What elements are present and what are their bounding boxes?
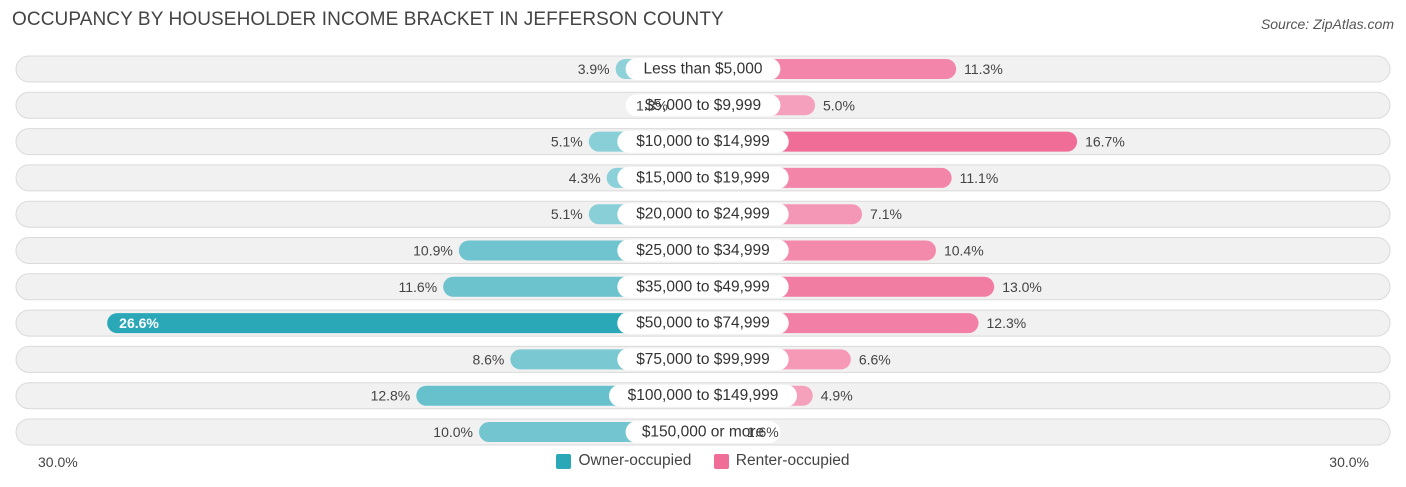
category-pill [625, 94, 781, 117]
legend-label-renter: Renter-occupied [735, 452, 850, 469]
owner-value-label: 3.9% [578, 61, 610, 77]
renter-value-label: 10.4% [944, 243, 984, 259]
legend-item-owner: Owner-occupied [556, 452, 691, 470]
category-label: $25,000 to $34,999 [636, 242, 770, 259]
renter-value-label: 7.1% [870, 206, 902, 222]
category-label: $75,000 to $99,999 [636, 351, 770, 368]
renter-value-label: 13.0% [1002, 279, 1042, 295]
owner-value-label: 4.3% [569, 170, 601, 186]
category-label: $50,000 to $74,999 [636, 315, 770, 332]
owner-value-label: 10.9% [413, 243, 453, 259]
legend: Owner-occupied Renter-occupied [0, 452, 1406, 474]
renter-value-label: 11.3% [964, 61, 1003, 77]
category-label: $5,000 to $9,999 [645, 97, 761, 114]
renter-value-label: 1.6% [747, 424, 779, 440]
category-label: $15,000 to $19,999 [636, 169, 770, 186]
category-pill [617, 312, 789, 335]
category-pill [617, 275, 789, 298]
category-label: $150,000 or more [642, 424, 764, 441]
category-label: $10,000 to $14,999 [636, 133, 770, 150]
category-pill [617, 166, 789, 189]
axis-left-label: 30.0% [38, 454, 78, 470]
category-pill [625, 58, 781, 80]
legend-swatch-renter [713, 453, 729, 469]
category-pill [609, 384, 797, 407]
chart-title: OCCUPANCY BY HOUSEHOLDER INCOME BRACKET … [12, 9, 724, 30]
axis-right-label: 30.0% [1329, 454, 1369, 470]
category-pill [617, 239, 789, 262]
owner-value-label: 8.6% [472, 351, 504, 367]
category-pill [617, 130, 789, 153]
source-label: Source: ZipAtlas.com [1260, 16, 1394, 32]
owner-value-label: 11.6% [398, 279, 437, 295]
category-label: Less than $5,000 [644, 61, 763, 78]
renter-value-label: 5.0% [823, 97, 855, 113]
category-label: $100,000 to $149,999 [628, 387, 779, 404]
category-pill [617, 348, 789, 371]
renter-value-label: 4.9% [821, 388, 853, 404]
owner-bar [107, 313, 703, 334]
renter-value-label: 16.7% [1085, 134, 1125, 150]
category-label: $20,000 to $24,999 [636, 206, 770, 223]
owner-value-label: 10.0% [433, 424, 473, 440]
owner-value-label: 12.8% [371, 388, 411, 404]
category-pill [625, 421, 781, 443]
category-label: $35,000 to $49,999 [636, 278, 770, 295]
owner-value-label: 5.1% [551, 134, 583, 150]
renter-value-label: 6.6% [859, 351, 891, 367]
chart-plot: Less than $5,000 3.9% 11.3% $5,000 to $9,99… [15, 55, 1391, 446]
category-pill [617, 203, 789, 226]
legend-label-owner: Owner-occupied [578, 452, 692, 469]
legend-swatch-owner [556, 453, 572, 469]
renter-value-label: 12.3% [987, 315, 1027, 331]
owner-value-label: 1.3% [636, 97, 668, 113]
renter-value-label: 11.1% [960, 170, 999, 186]
owner-value-label: 5.1% [551, 206, 583, 222]
legend-item-renter: Renter-occupied [713, 452, 850, 470]
owner-value-label: 26.6% [119, 315, 159, 331]
renter-bar [703, 131, 1078, 152]
